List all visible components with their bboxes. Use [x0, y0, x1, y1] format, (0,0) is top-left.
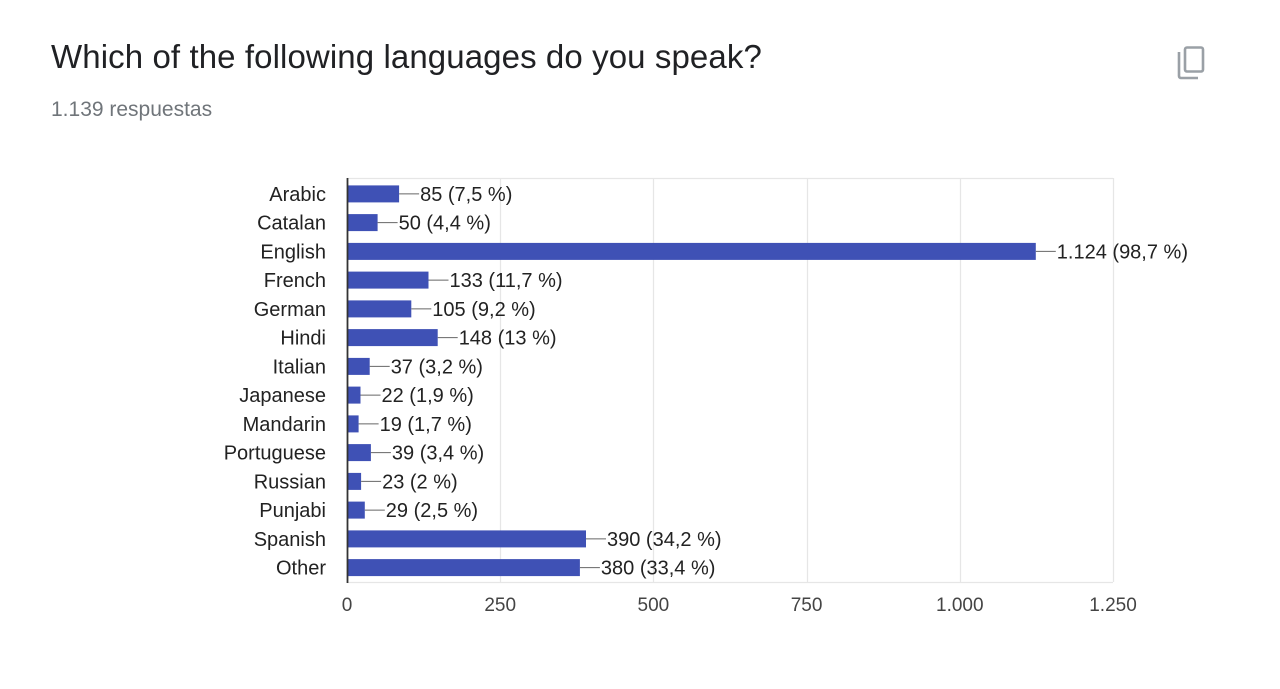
data-label: 37 (3,2 %)	[391, 356, 483, 378]
category-label: Other	[276, 558, 326, 580]
data-label: 380 (33,4 %)	[601, 558, 716, 580]
bar-portuguese	[347, 444, 371, 462]
data-label: 148 (13 %)	[459, 328, 557, 350]
category-label: Arabic	[269, 184, 326, 206]
category-label: German	[254, 299, 326, 321]
x-tick-label: 1.250	[1089, 595, 1137, 616]
data-label: 1.124 (98,7 %)	[1057, 241, 1188, 263]
category-label: Catalan	[257, 213, 326, 235]
category-label: Spanish	[254, 529, 326, 551]
category-label: Portuguese	[224, 443, 326, 465]
x-tick-label: 500	[638, 595, 670, 616]
category-label: Italian	[273, 356, 326, 378]
bar-italian	[347, 357, 370, 375]
bar-arabic	[347, 185, 400, 203]
data-label: 85 (7,5 %)	[420, 184, 512, 206]
category-label: English	[260, 241, 326, 263]
category-label: Japanese	[239, 385, 326, 407]
bar-russian	[347, 472, 362, 490]
data-label: 390 (34,2 %)	[607, 529, 722, 551]
data-label: 39 (3,4 %)	[392, 443, 484, 465]
question-title: Which of the following languages do you …	[51, 38, 762, 75]
copy-chart-button[interactable]	[1170, 42, 1212, 84]
x-tick-label: 750	[791, 595, 823, 616]
copy-icon	[1177, 46, 1205, 80]
data-label: 50 (4,4 %)	[399, 213, 491, 235]
bar-hindi	[347, 329, 438, 347]
bar-punjabi	[347, 501, 365, 519]
category-label: Hindi	[280, 328, 326, 350]
data-label: 19 (1,7 %)	[380, 414, 472, 436]
data-label: 22 (1,9 %)	[382, 385, 474, 407]
x-tick-label: 0	[342, 595, 353, 616]
bar-catalan	[347, 214, 378, 232]
bar-german	[347, 300, 412, 318]
data-label: 105 (9,2 %)	[432, 299, 535, 321]
bar-french	[347, 271, 429, 289]
category-label: French	[264, 270, 326, 292]
bar-other	[347, 559, 580, 577]
category-label: Punjabi	[259, 500, 326, 522]
x-tick-label: 250	[484, 595, 516, 616]
data-label: 29 (2,5 %)	[386, 500, 478, 522]
bar-spanish	[347, 530, 586, 548]
bar-english	[347, 242, 1036, 260]
bar-mandarin	[347, 415, 359, 433]
bar-japanese	[347, 386, 361, 404]
x-tick-label: 1.000	[936, 595, 984, 616]
category-label: Russian	[254, 471, 326, 493]
category-label: Mandarin	[243, 414, 326, 436]
data-label: 23 (2 %)	[382, 471, 458, 493]
response-count: 1.139 respuestas	[51, 98, 213, 121]
data-label: 133 (11,7 %)	[450, 270, 563, 292]
